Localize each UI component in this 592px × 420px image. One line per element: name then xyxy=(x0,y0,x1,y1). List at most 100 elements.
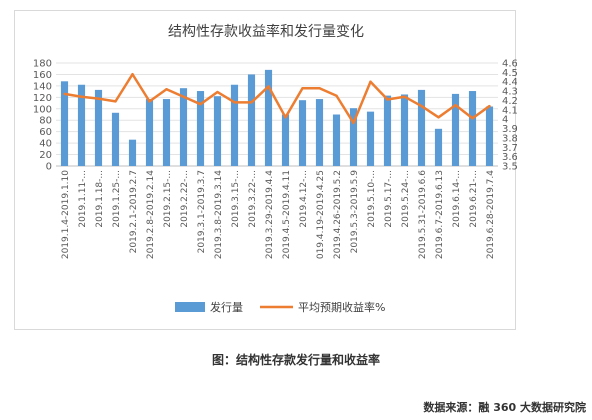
x-tick-label: 2019.4.26-2019.5.2 xyxy=(333,170,343,259)
left-tick-label: 120 xyxy=(33,93,52,104)
x-tick-label: 2019.1.11-... xyxy=(78,170,88,228)
bar xyxy=(111,112,120,166)
line-point xyxy=(284,116,287,119)
left-tick-label: 60 xyxy=(39,127,52,138)
line-point xyxy=(63,92,66,96)
left-tick-label: 140 xyxy=(33,81,52,92)
x-tick-label: 2019.3.29-2019.4.4 xyxy=(265,170,275,259)
line-point xyxy=(165,88,168,91)
x-tick-label: 2019.5.31-2019.6.6 xyxy=(418,170,428,259)
left-tick-label: 40 xyxy=(39,139,52,150)
legend-bar-swatch xyxy=(175,302,205,312)
bar xyxy=(264,69,273,166)
x-axis: 2019.1.4-2019.1.10 2019.1.11-... 2019.1.18… xyxy=(61,170,496,259)
right-tick-label: 4.3 xyxy=(502,87,517,98)
bar xyxy=(383,95,392,166)
x-tick-label: 2019.5.3-2019.5.9 xyxy=(350,170,360,254)
line-series xyxy=(63,72,491,125)
line-point xyxy=(488,104,491,108)
x-tick-label: 2019.3.1-2019.3.7 xyxy=(197,170,207,253)
bar xyxy=(94,89,103,166)
left-tick-label: 20 xyxy=(39,150,52,161)
bar xyxy=(332,114,341,166)
x-tick-label: 2019.3.8-2019.3.14 xyxy=(214,170,224,259)
bar xyxy=(417,89,426,166)
x-tick-label: 2019.2.15-... xyxy=(163,170,173,228)
figure-caption: 图：结构性存款发行量和收益率 xyxy=(211,353,380,367)
line-point xyxy=(318,87,321,90)
bar xyxy=(315,99,324,166)
line-point xyxy=(454,103,457,107)
line-point xyxy=(403,95,406,98)
line-point xyxy=(369,80,372,83)
bar xyxy=(213,96,222,166)
x-tick-label: 2019.1.25-... xyxy=(112,170,122,228)
line-point xyxy=(114,100,117,103)
x-tick-label: 2019.5.17-... xyxy=(384,170,394,228)
bar xyxy=(162,99,171,166)
line-point xyxy=(420,104,423,108)
line-point xyxy=(335,94,338,97)
right-tick-label: 3.9 xyxy=(502,124,517,135)
bar xyxy=(434,128,443,166)
x-tick-label: 2019.2.1-2019.2.7 xyxy=(129,170,139,253)
line-point xyxy=(267,85,270,88)
chart-title: 结构性存款收益率和发行量变化 xyxy=(168,23,364,40)
right-tick-label: 3.8 xyxy=(502,133,517,144)
line-path xyxy=(64,72,491,125)
x-tick-label: 2019.1.18-... xyxy=(95,170,105,228)
bar xyxy=(298,100,307,166)
line-point xyxy=(471,117,474,120)
line-point xyxy=(301,87,304,90)
bar xyxy=(128,139,137,166)
line-point xyxy=(437,116,440,119)
left-tick-label: 100 xyxy=(33,104,52,115)
x-tick-label: 2019.4.12-... xyxy=(299,170,309,228)
left-tick-label: 180 xyxy=(33,59,52,70)
bar xyxy=(281,114,290,166)
bar-series xyxy=(60,69,494,166)
gridlines xyxy=(56,62,498,167)
right-tick-label: 3.7 xyxy=(502,143,517,154)
line-point xyxy=(386,98,389,101)
x-tick-label: 2019.6.14-... xyxy=(452,170,462,228)
x-tick-label: 2019.3.22-... xyxy=(248,170,258,228)
bar xyxy=(400,94,409,166)
x-tick-label: 2019.3.15-... xyxy=(231,170,241,228)
data-source: 数据来源：融 360 大数据研究院 xyxy=(423,401,586,414)
legend: 发行量 平均预期收益率% xyxy=(175,300,385,314)
x-tick-label: 2019.5.10-... xyxy=(367,170,377,228)
line-point xyxy=(352,121,355,125)
x-tick-label: 019.4.19-2019.4.25 xyxy=(316,170,326,259)
right-tick-label: 3.5 xyxy=(502,162,517,173)
right-tick-label: 4.6 xyxy=(502,59,517,70)
right-axis: 3.53.63.73.83.944.14.24.34.44.54.6 xyxy=(502,59,517,173)
bar xyxy=(485,106,494,166)
x-tick-label: 2019.5.24-... xyxy=(401,170,411,228)
bar xyxy=(247,74,256,166)
chart-svg: 结构性存款收益率和发行量变化 020406080100120140160180 … xyxy=(33,23,517,314)
line-point xyxy=(216,90,219,94)
bar xyxy=(196,91,205,166)
right-tick-label: 4.5 xyxy=(502,68,517,79)
left-tick-label: 160 xyxy=(33,70,52,81)
right-tick-label: 4.4 xyxy=(502,77,517,88)
bar xyxy=(349,108,358,166)
line-point xyxy=(199,103,202,106)
x-tick-label: 2019.4.5-2019.4.11 xyxy=(282,170,292,259)
line-point xyxy=(182,95,185,98)
bar xyxy=(77,84,86,166)
bar xyxy=(468,91,477,166)
line-point xyxy=(233,101,236,104)
legend-line-label: 平均预期收益率% xyxy=(298,300,385,314)
bar xyxy=(145,99,154,166)
x-tick-label: 2019.2.8-2019.2.14 xyxy=(146,170,156,259)
right-tick-label: 4.1 xyxy=(502,105,517,116)
left-tick-label: 0 xyxy=(46,162,52,173)
legend-bar-label: 发行量 xyxy=(210,300,243,314)
bar xyxy=(451,93,460,166)
right-tick-label: 4 xyxy=(502,115,508,126)
line-point xyxy=(80,95,83,98)
line-point xyxy=(131,73,134,76)
